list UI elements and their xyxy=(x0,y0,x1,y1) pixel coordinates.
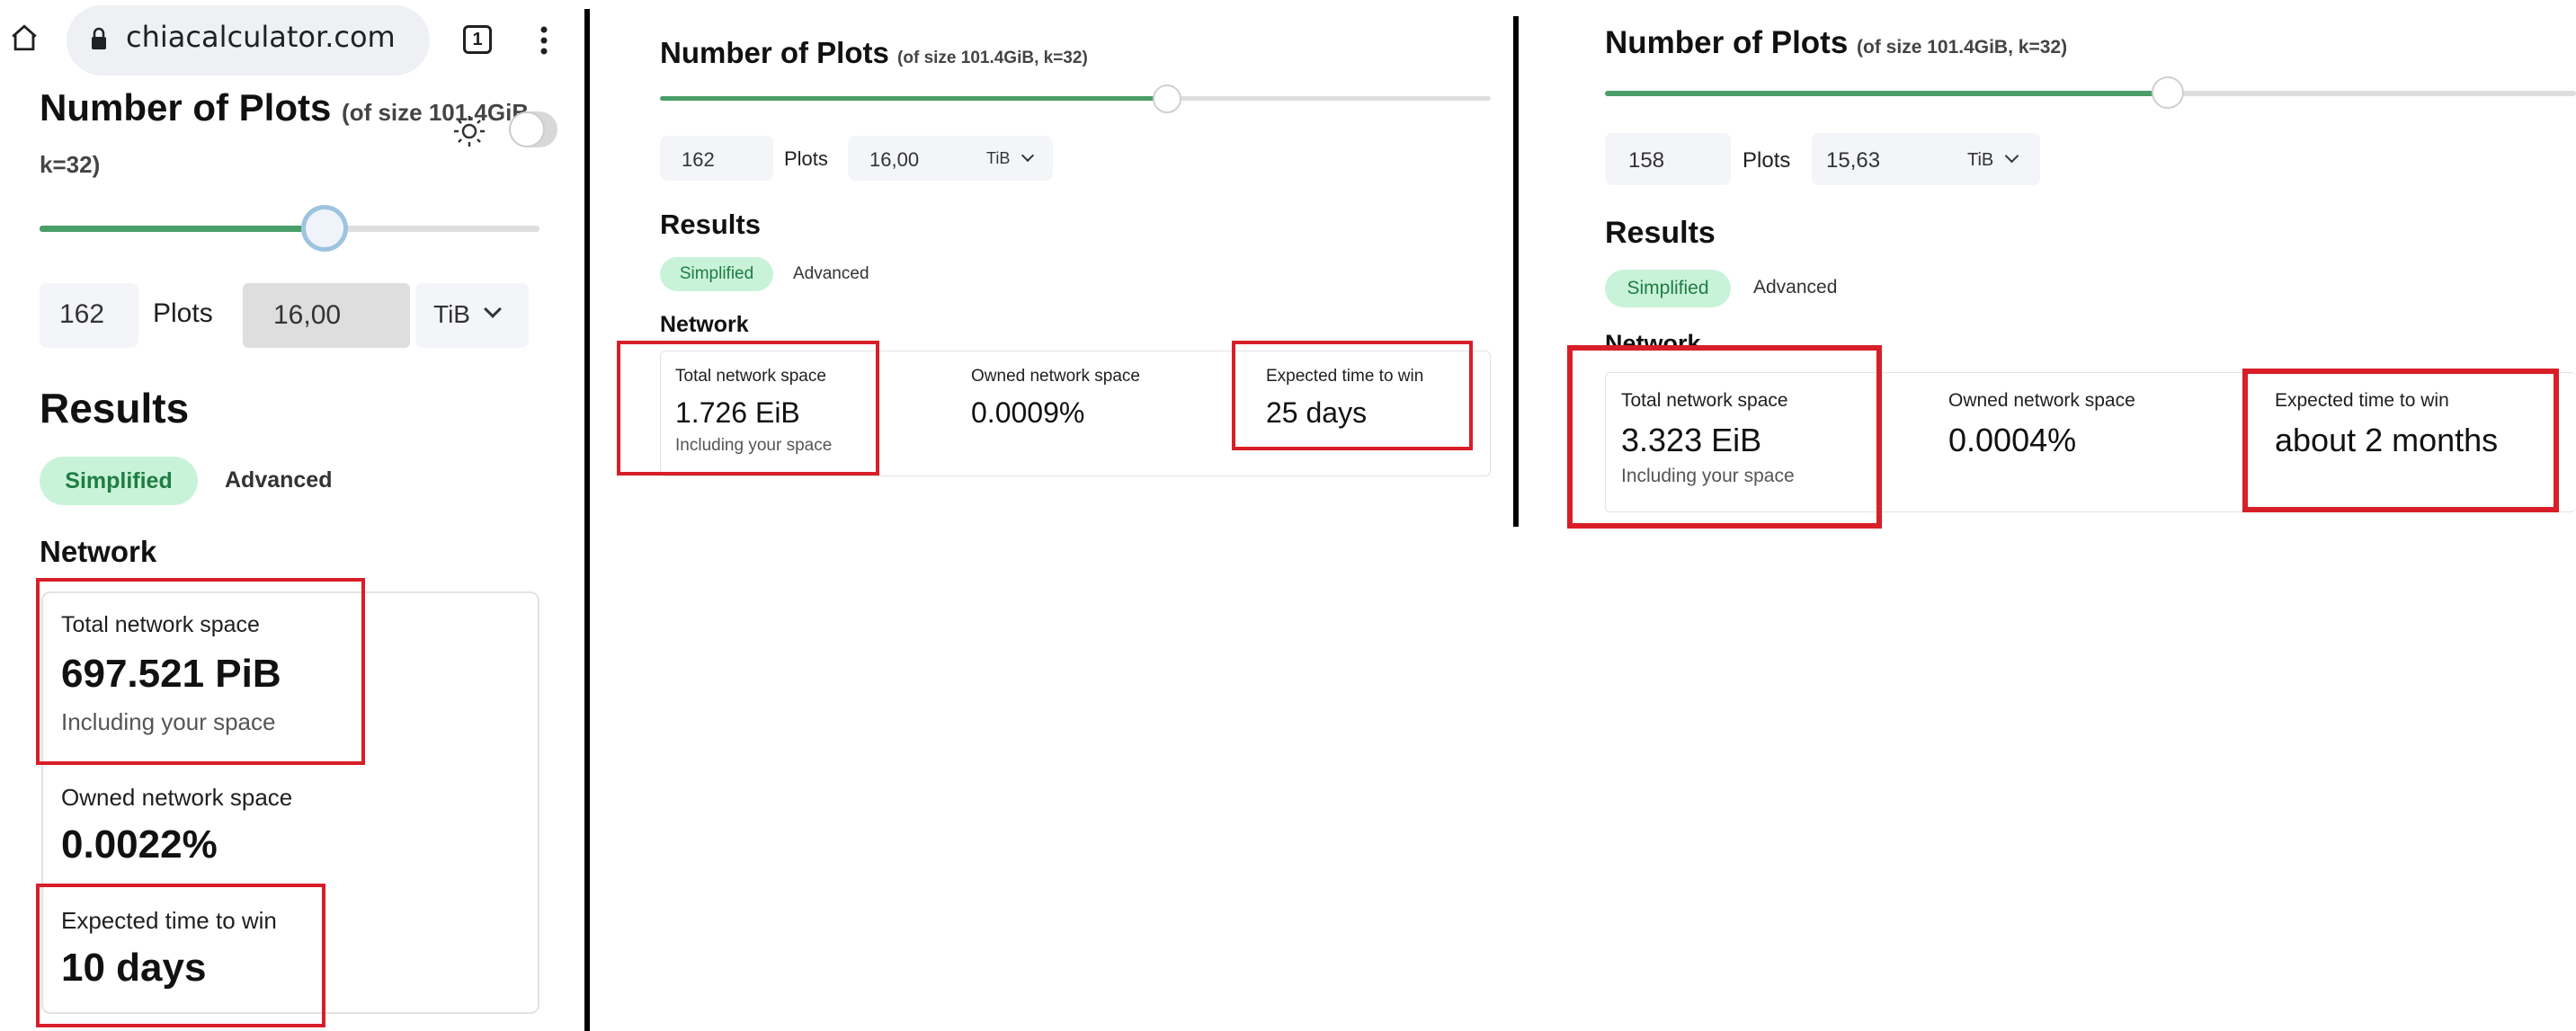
highlight-box xyxy=(36,884,325,1027)
results-title: Results xyxy=(1605,216,1716,250)
network-card xyxy=(1605,372,2576,512)
title-text: Number of Plots xyxy=(1605,25,1849,60)
title-suffix-continued: k=32) xyxy=(40,151,101,178)
slider-fill xyxy=(40,226,325,232)
plots-input[interactable]: 158 xyxy=(1605,133,1731,185)
slider-rest xyxy=(2168,91,2576,96)
highlight-box xyxy=(617,341,879,476)
total-network-label: Total network space xyxy=(61,612,260,637)
owned-network-value: 0.0004% xyxy=(1948,422,2077,458)
section-title: Number of Plots (of size 101.4GiB xyxy=(40,86,529,129)
title-suffix: (of size 101.4GiB xyxy=(342,99,530,126)
tab-simplified[interactable]: Simplified xyxy=(40,457,198,505)
panel-divider xyxy=(584,9,590,1031)
tab-advanced[interactable]: Advanced xyxy=(1753,277,1838,298)
total-network-sub: Including your space xyxy=(675,436,833,455)
owned-network-value: 0.0009% xyxy=(971,396,1085,429)
highlight-box xyxy=(1567,345,1882,529)
network-title: Network xyxy=(40,535,157,568)
highlight-box xyxy=(2242,369,2559,512)
expected-time-value: 25 days xyxy=(1266,396,1368,429)
network-title: Network xyxy=(660,312,749,337)
owned-network-label: Owned network space xyxy=(1948,390,2135,411)
expected-time-value: 10 days xyxy=(61,946,207,990)
unit-select-value[interactable]: TiB xyxy=(1967,150,1994,170)
slider-handle[interactable] xyxy=(301,205,348,252)
plots-label: Plots xyxy=(153,298,213,328)
tab-advanced[interactable]: Advanced xyxy=(793,264,869,283)
plots-label: Plots xyxy=(1743,148,1791,173)
tab-switcher-icon[interactable]: 1 xyxy=(463,25,492,54)
lock-icon xyxy=(92,27,106,49)
slider-rest xyxy=(1167,96,1491,101)
title-suffix: (of size 101.4GiB, k=32) xyxy=(1857,37,2068,58)
size-input[interactable]: 16,00 xyxy=(243,283,410,348)
tab-simplified[interactable]: Simplified xyxy=(660,257,773,291)
section-title: Number of Plots (of size 101.4GiB, k=32) xyxy=(1605,25,2067,61)
total-network-value: 1.726 EiB xyxy=(675,396,800,429)
slider-rest xyxy=(325,226,539,232)
tab-advanced[interactable]: Advanced xyxy=(225,467,333,493)
size-input[interactable]: 15,63 xyxy=(1812,133,2040,185)
address-bar[interactable] xyxy=(67,5,430,76)
section-title: Number of Plots (of size 101.4GiB, k=32) xyxy=(660,36,1088,70)
plots-input[interactable]: 162 xyxy=(660,136,773,181)
slider-fill xyxy=(1605,91,2168,96)
network-title: Network xyxy=(1605,330,1701,350)
tab-simplified[interactable]: Simplified xyxy=(1605,270,1731,307)
total-network-label: Total network space xyxy=(675,367,826,386)
size-input[interactable]: 16,00 xyxy=(848,136,1053,181)
slider-fill xyxy=(660,96,1167,101)
expected-time-label: Expected time to win xyxy=(1266,367,1424,386)
sun-icon xyxy=(454,116,485,147)
unit-select-value: TiB xyxy=(433,300,470,328)
total-network-value: 3.323 EiB xyxy=(1621,422,1762,458)
url-text[interactable]: chiacalculator.com xyxy=(126,20,396,54)
title-text: Number of Plots xyxy=(40,86,332,129)
home-icon[interactable] xyxy=(9,22,40,53)
owned-network-value: 0.0022% xyxy=(61,822,218,867)
slider-handle[interactable] xyxy=(2152,76,2184,109)
total-network-sub: Including your space xyxy=(1621,466,1795,486)
title-suffix: (of size 101.4GiB, k=32) xyxy=(897,49,1088,67)
panel-divider xyxy=(1513,16,1519,527)
plots-label: Plots xyxy=(784,147,828,170)
title-text: Number of Plots xyxy=(660,36,889,69)
slider-handle[interactable] xyxy=(1153,84,1181,113)
network-card xyxy=(41,591,539,1014)
plots-input[interactable]: 162 xyxy=(40,283,138,348)
highlight-box xyxy=(36,578,365,765)
unit-select[interactable]: TiB xyxy=(415,283,529,348)
owned-network-label: Owned network space xyxy=(971,367,1140,386)
expected-time-label: Expected time to win xyxy=(2275,390,2449,411)
highlight-box xyxy=(1232,341,1473,450)
network-card xyxy=(660,351,1491,476)
owned-network-label: Owned network space xyxy=(61,784,293,811)
results-title: Results xyxy=(660,209,761,240)
unit-select-value[interactable]: TiB xyxy=(986,149,1011,167)
total-network-sub: Including your space xyxy=(61,708,276,735)
total-network-label: Total network space xyxy=(1621,390,1788,411)
total-network-value: 697.521 PiB xyxy=(61,652,281,696)
overflow-menu-icon[interactable] xyxy=(539,25,548,56)
theme-toggle-knob[interactable] xyxy=(509,111,545,147)
size-input-value: 15,63 xyxy=(1826,148,1881,173)
expected-time-value: about 2 months xyxy=(2275,422,2499,458)
results-title: Results xyxy=(40,385,190,431)
expected-time-label: Expected time to win xyxy=(61,907,277,934)
